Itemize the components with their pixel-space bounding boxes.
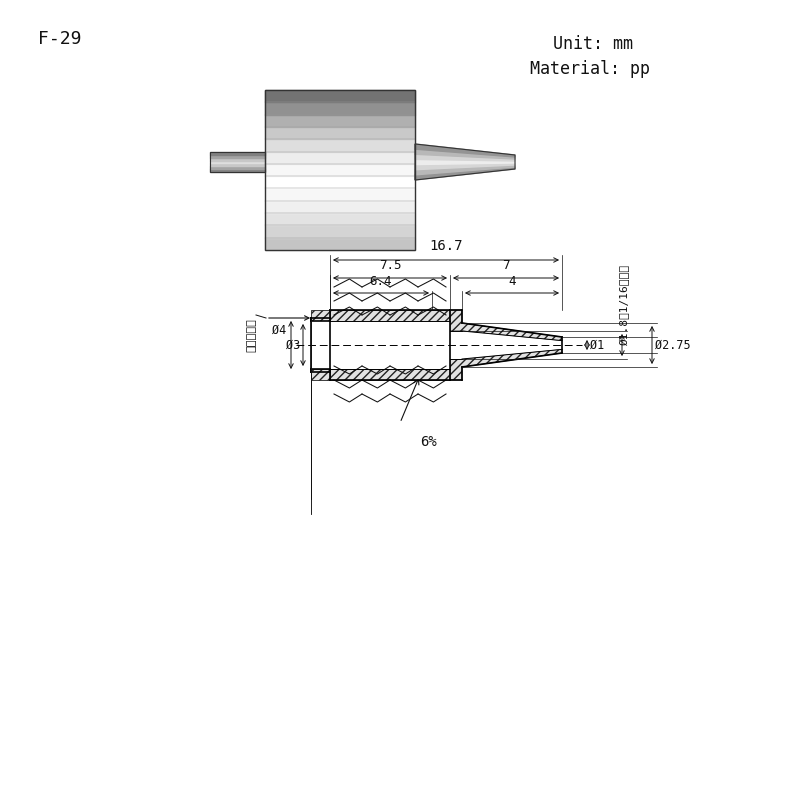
Bar (265, 102, 415, 114)
Text: 16.7: 16.7 (430, 239, 462, 253)
Text: 7.5: 7.5 (378, 259, 402, 272)
Bar (210, 163, 265, 166)
Bar (210, 166, 265, 169)
Bar (265, 90, 415, 250)
Polygon shape (415, 167, 515, 180)
Polygon shape (415, 154, 515, 161)
Polygon shape (415, 144, 515, 157)
Bar (311, 369, 330, 380)
Bar (210, 155, 265, 158)
Polygon shape (415, 163, 515, 170)
Bar (311, 310, 330, 321)
Bar (265, 176, 415, 189)
Bar (265, 189, 415, 201)
Polygon shape (415, 159, 515, 165)
Bar (265, 201, 415, 213)
Bar (330, 369, 450, 380)
Text: 鲁尔内螺纹: 鲁尔内螺纹 (246, 318, 256, 352)
Polygon shape (415, 149, 515, 159)
Text: 4: 4 (508, 275, 516, 288)
Bar (265, 127, 415, 139)
Text: 7: 7 (502, 259, 510, 272)
Bar (210, 169, 265, 172)
Text: Material: pp: Material: pp (530, 60, 650, 78)
Polygon shape (450, 310, 562, 341)
Text: Ø2.75: Ø2.75 (655, 338, 690, 351)
Text: F-29: F-29 (38, 30, 82, 48)
Bar (210, 161, 265, 163)
Text: Ø3: Ø3 (286, 338, 300, 351)
Bar (265, 164, 415, 176)
Bar (210, 152, 265, 172)
Bar (311, 321, 450, 369)
Bar (265, 139, 415, 151)
Bar (210, 158, 265, 161)
Polygon shape (450, 331, 562, 359)
Text: Ø1: Ø1 (590, 338, 604, 351)
Bar (265, 151, 415, 164)
Polygon shape (450, 349, 562, 380)
Text: 6%: 6% (420, 435, 437, 449)
Text: Unit: mm: Unit: mm (553, 35, 633, 53)
Text: Ø1.8（1/16英寸）: Ø1.8（1/16英寸） (620, 264, 630, 345)
Bar (265, 114, 415, 127)
Bar (210, 152, 265, 155)
Bar (265, 213, 415, 226)
Text: Ø4: Ø4 (272, 324, 286, 337)
Text: 6.4: 6.4 (370, 275, 392, 288)
Polygon shape (415, 165, 515, 175)
Bar (330, 310, 450, 321)
Bar (265, 90, 415, 102)
Bar (265, 226, 415, 238)
Bar (265, 238, 415, 250)
